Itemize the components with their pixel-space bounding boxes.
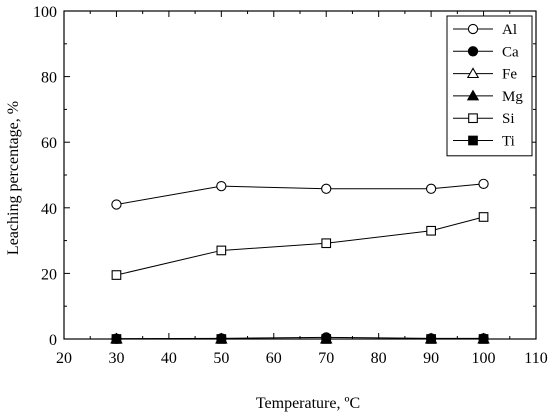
y-tick-label: 80 bbox=[41, 70, 57, 87]
legend-marker-fe bbox=[466, 67, 480, 79]
x-tick-label: 20 bbox=[56, 350, 72, 367]
x-tick-label: 110 bbox=[524, 350, 547, 367]
legend-label-al: Al bbox=[502, 22, 517, 38]
legend-label-ca: Ca bbox=[502, 44, 519, 60]
data-point-ti bbox=[111, 334, 122, 344]
x-tick-label: 40 bbox=[161, 350, 177, 367]
data-point-ti bbox=[426, 334, 436, 344]
legend-box bbox=[446, 15, 533, 157]
legend-marker-al bbox=[467, 23, 479, 35]
x-tick-label: 100 bbox=[472, 350, 496, 367]
data-point-si bbox=[111, 270, 122, 280]
x-tick-label: 80 bbox=[371, 350, 387, 367]
data-point-al bbox=[216, 181, 227, 192]
y-tick-label: 20 bbox=[41, 266, 57, 283]
legend-label-mg: Mg bbox=[502, 89, 523, 105]
legend-label-ti: Ti bbox=[502, 134, 515, 150]
data-point-si bbox=[426, 225, 436, 236]
x-tick-label: 70 bbox=[318, 350, 334, 367]
legend-marker-mg bbox=[466, 89, 480, 101]
y-tick-label: 0 bbox=[49, 332, 57, 349]
y-tick-label: 40 bbox=[41, 201, 57, 218]
data-point-al bbox=[478, 178, 489, 190]
x-axis-title: Temperature, ºC bbox=[256, 395, 360, 412]
y-tick-label: 100 bbox=[33, 4, 57, 21]
series-line-si bbox=[116, 216, 484, 276]
data-point-al bbox=[321, 183, 332, 194]
series-group bbox=[110, 178, 490, 344]
legend-marker-si bbox=[468, 113, 478, 124]
legend: Al Ca Fe Mg Si Ti bbox=[446, 15, 533, 157]
legend-marker-ti bbox=[468, 135, 478, 146]
data-point-si bbox=[216, 245, 227, 256]
data-point-si bbox=[321, 238, 332, 249]
data-point-al bbox=[425, 183, 437, 194]
x-tick-label: 60 bbox=[266, 350, 282, 367]
data-point-ti bbox=[216, 334, 227, 344]
x-tick-label: 30 bbox=[108, 350, 124, 367]
series-ti bbox=[111, 334, 489, 344]
y-tick-label: 60 bbox=[41, 135, 57, 152]
data-point-al bbox=[111, 199, 122, 210]
series-si bbox=[111, 212, 489, 280]
data-point-ti bbox=[478, 334, 489, 344]
x-tick-label: 50 bbox=[213, 350, 229, 367]
series-al bbox=[111, 178, 489, 210]
data-point-ti bbox=[321, 334, 332, 344]
legend-marker-ca bbox=[467, 46, 479, 57]
data-point-si bbox=[478, 212, 489, 222]
y-axis-title: Leaching percentage, % bbox=[5, 101, 22, 255]
legend-label-fe: Fe bbox=[502, 67, 517, 83]
legend-label-si: Si bbox=[502, 111, 515, 127]
x-tick-label: 90 bbox=[423, 350, 439, 367]
